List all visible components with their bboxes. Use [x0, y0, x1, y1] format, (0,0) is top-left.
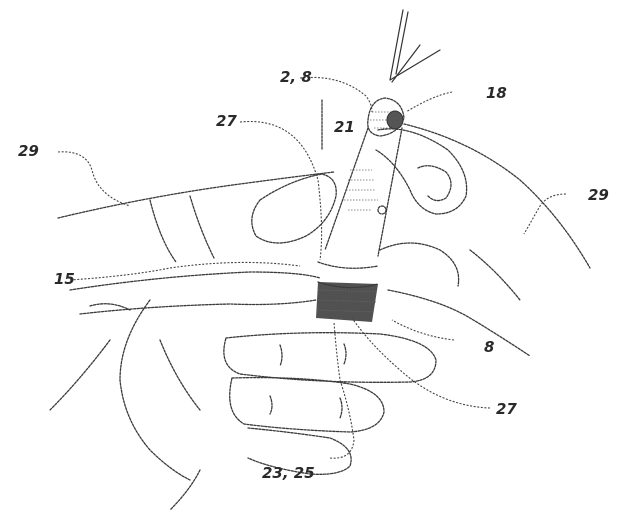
label-18: 18 [486, 84, 507, 102]
label-29-right: 29 [588, 186, 609, 204]
lower-fingers [224, 333, 436, 475]
label-23-25: 23, 25 [262, 464, 315, 482]
label-8: 8 [484, 338, 494, 356]
label-15: 15 [54, 270, 75, 288]
right-hand [380, 243, 530, 356]
label-29-left: 29 [18, 142, 39, 160]
label-2-8: 2, 8 [280, 68, 312, 86]
label-27-bottom: 27 [496, 400, 517, 418]
label-27-top: 27 [216, 112, 237, 130]
label-21: 21 [334, 118, 355, 136]
pen-tip [368, 98, 404, 136]
action-arrow-icon [390, 10, 440, 82]
left-middle-finger [70, 272, 320, 314]
left-index-finger [58, 172, 336, 262]
thumb [376, 124, 590, 268]
pen-base-shaded [316, 262, 378, 322]
left-palm [50, 300, 200, 510]
